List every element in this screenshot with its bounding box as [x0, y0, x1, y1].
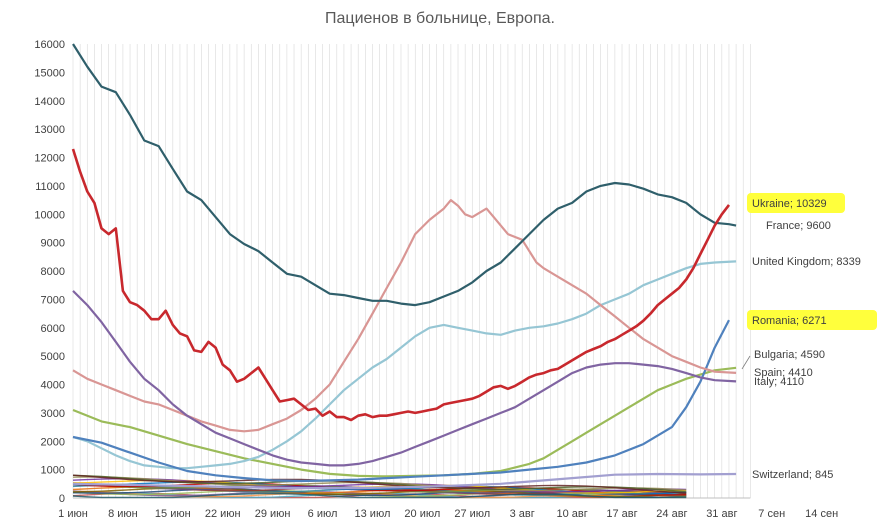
x-tick-label: 31 авг — [706, 508, 737, 520]
x-tick-label: 17 авг — [606, 508, 637, 520]
y-tick-label: 2000 — [41, 436, 65, 448]
y-tick-label: 7000 — [41, 294, 65, 306]
minor-series-line — [72, 492, 687, 499]
series-label-bulgaria: Bulgaria; 4590 — [754, 349, 825, 361]
series-label-france: France; 9600 — [766, 220, 831, 232]
y-tick-label: 13000 — [34, 124, 65, 136]
series-line-switzerland — [72, 472, 737, 490]
x-tick-label: 20 июл — [404, 508, 440, 520]
y-tick-label: 5000 — [41, 351, 65, 363]
y-tick-label: 11000 — [35, 181, 65, 193]
x-tick-label: 10 авг — [556, 508, 587, 520]
x-tick-label: 24 авг — [656, 508, 687, 520]
y-tick-label: 16000 — [34, 39, 65, 51]
series-line-romania — [72, 319, 730, 483]
y-axis: 0 1000 2000 3000 4000 5000 6000 7000 8000 9000 100… — [34, 39, 65, 505]
series-line-spain — [72, 199, 737, 433]
x-tick-label: 6 июл — [308, 508, 338, 520]
y-tick-label: 14000 — [34, 96, 65, 108]
y-tick-label: 3000 — [41, 408, 65, 420]
x-tick-label: 14 сен — [805, 508, 838, 520]
y-tick-label: 12000 — [34, 153, 65, 165]
x-tick-label: 13 июл — [355, 508, 391, 520]
series-lines — [71, 43, 737, 490]
label-connector — [741, 355, 751, 370]
series-label-italy: Italy; 4110 — [754, 376, 804, 388]
x-tick-label: 8 июн — [108, 508, 138, 520]
gridlines — [72, 44, 751, 499]
series-label-united-kingdom: United Kingdom; 8339 — [752, 256, 861, 268]
x-tick-label: 3 авг — [510, 508, 535, 520]
minor-series-lines — [72, 474, 687, 499]
y-tick-label: 15000 — [34, 67, 65, 79]
y-tick-label: 6000 — [41, 323, 65, 335]
y-tick-label: 8000 — [41, 266, 65, 278]
series-line-united-kingdom — [72, 260, 737, 470]
x-tick-label: 1 июн — [58, 508, 88, 520]
label-highlight — [747, 310, 877, 330]
x-tick-label: 29 июн — [255, 508, 291, 520]
y-tick-label: 10000 — [34, 209, 65, 221]
y-tick-label: 1000 — [41, 465, 65, 477]
x-tick-label: 7 сен — [758, 508, 785, 520]
label-highlight — [747, 193, 845, 213]
y-tick-label: 0 — [59, 493, 65, 505]
x-axis: 1 июн 8 июн 15 июн 22 июн 29 июн 6 июл 13 июл 2… — [58, 508, 838, 520]
x-tick-label: 27 июл — [454, 508, 490, 520]
x-tick-label: 22 июн — [205, 508, 241, 520]
series-line-france — [72, 43, 737, 307]
series-label-spain: Spain; 4410 — [754, 367, 813, 379]
series-label-switzerland: Switzerland; 845 — [752, 469, 833, 481]
series-labels: France; 9600 Ukraine; 10329 United Kingdom… — [741, 193, 877, 481]
series-line-italy — [72, 290, 737, 467]
minor-series-line — [72, 474, 687, 494]
x-tick-label: 15 июн — [155, 508, 191, 520]
y-tick-label: 4000 — [41, 380, 65, 392]
y-tick-label: 9000 — [41, 238, 65, 250]
series-label-ukraine: Ukraine; 10329 — [752, 198, 827, 210]
series-label-romania: Romania; 6271 — [752, 315, 827, 327]
chart-title: Пациенов в больнице, Европа. — [325, 10, 555, 27]
series-line-ukraine — [71, 148, 731, 422]
series-line-bulgaria — [72, 366, 737, 478]
